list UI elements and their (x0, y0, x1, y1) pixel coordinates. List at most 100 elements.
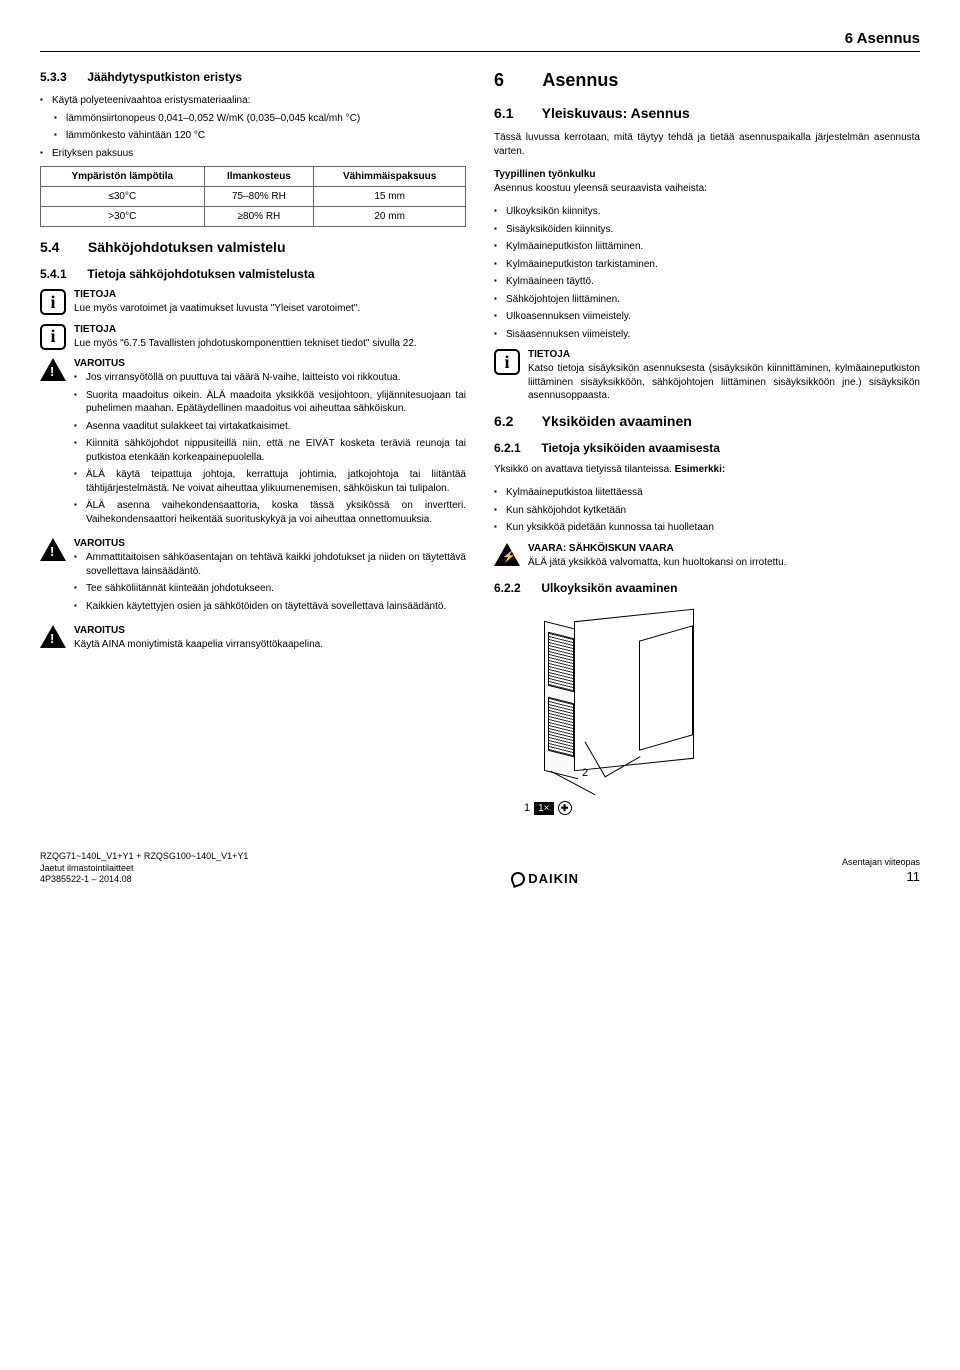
heading-text: Tietoja sähköjohdotuksen valmistelusta (87, 267, 314, 281)
list-item: ÄLÄ asenna vaihekondensaattoria, koska t… (74, 499, 466, 526)
heading-number: 5.4.1 (40, 267, 84, 281)
subheading-bold: Tyypillinen työnkulku (494, 168, 920, 182)
callout-title: TIETOJA (528, 349, 920, 360)
table-header: Ilmankosteus (204, 167, 314, 187)
list-item: Suorita maadoitus oikein. ÄLÄ maadoita y… (74, 389, 466, 416)
bullet-list-top: Käytä polyeteenivaahtoa eristysmateriaal… (40, 94, 466, 108)
heading-6: 6 Asennus (494, 70, 920, 91)
info-callout-1: i TIETOJA Lue myös varotoimet ja vaatimu… (40, 289, 466, 316)
heading-number: 6.1 (494, 105, 538, 121)
callout-title: VAROITUS (74, 625, 466, 636)
footer-model: RZQG71~140L_V1+Y1 + RZQSG100~140L_V1+Y1 (40, 851, 248, 863)
list-item: Sähköjohtojen liittäminen. (494, 293, 920, 307)
heading-6-1: 6.1 Yleiskuvaus: Asennus (494, 105, 920, 121)
service-panel (639, 625, 693, 750)
bullet-list-after: Erityksen paksuus (40, 147, 466, 161)
example-list: Kylmäaineputkistoa liitettäessä Kun sähk… (494, 486, 920, 535)
heading-5-3-3: 5.3.3 Jäähdytysputkiston eristys (40, 70, 466, 84)
footer-docnum: 4P385522-1 – 2014.08 (40, 874, 248, 886)
callout-text: Lue myös "6.7.5 Tavallisten johdotuskomp… (74, 337, 466, 351)
callout-text: Katso tietoja sisäyksikön asennuksesta (… (528, 362, 920, 403)
callout-text: ÄLÄ jätä yksikköä valvomatta, kun huolto… (528, 556, 920, 570)
list-item: Asenna vaaditut sulakkeet tai virtakatka… (74, 420, 466, 434)
count-box: 1× (534, 802, 553, 815)
list-item: lämmönkesto vähintään 120 °C (54, 129, 466, 143)
footer-product: Jaetut ilmastointilaitteet (40, 863, 248, 875)
callout-title: VAROITUS (74, 538, 466, 549)
logo-icon (509, 870, 527, 888)
right-column: 6 Asennus 6.1 Yleiskuvaus: Asennus Tässä… (494, 70, 920, 815)
lead-text: Yksikkö on avattava tietyissä tilanteiss… (494, 464, 675, 475)
danger-callout: VAARA: SÄHKÖISKUN VAARA ÄLÄ jätä yksikkö… (494, 543, 920, 570)
page-footer: RZQG71~140L_V1+Y1 + RZQSG100~140L_V1+Y1 … (40, 851, 920, 886)
list-item: ÄLÄ käytä teipattuja johtoja, kerrattuja… (74, 468, 466, 495)
heading-text: Tietoja yksiköiden avaamisesta (541, 441, 720, 455)
table-row: >30°C ≥80% RH 20 mm (41, 207, 466, 227)
heading-number: 6.2.2 (494, 581, 538, 595)
list-item: Kylmäaineputkiston liittäminen. (494, 240, 920, 254)
list-item: Sisäasennuksen viimeistely. (494, 328, 920, 342)
info-icon: i (40, 324, 66, 350)
list-item: Kun yksikköä pidetään kunnossa tai huoll… (494, 521, 920, 535)
callout-title: VAARA: SÄHKÖISKUN VAARA (528, 543, 920, 554)
callout-title: TIETOJA (74, 324, 466, 335)
warning-icon (40, 625, 66, 648)
outdoor-unit-figure: 2 1 1× ✚ (524, 605, 724, 815)
page-header-section: 6 Asennus (40, 30, 920, 47)
info-callout-2: i TIETOJA Lue myös "6.7.5 Tavallisten jo… (40, 324, 466, 351)
table-header: Ympäristön lämpötila (41, 167, 205, 187)
warning-callout-1: VAROITUS Jos virransyötöllä on puuttuva … (40, 358, 466, 530)
list-item: Sisäyksiköiden kiinnitys. (494, 223, 920, 237)
heading-6-2-2: 6.2.2 Ulkoyksikön avaaminen (494, 581, 920, 595)
table-cell: ≥80% RH (204, 207, 314, 227)
list-item: Kylmäaineputkistoa liitettäessä (494, 486, 920, 500)
heading-5-4-1: 5.4.1 Tietoja sähköjohdotuksen valmistel… (40, 267, 466, 281)
heading-text: Yksiköiden avaaminen (542, 413, 692, 429)
list-item: Jos virransyötöllä on puuttuva tai väärä… (74, 371, 466, 385)
callout-title: VAROITUS (74, 358, 466, 369)
two-column-layout: 5.3.3 Jäähdytysputkiston eristys Käytä p… (40, 70, 920, 815)
paragraph: Tässä luvussa kerrotaan, mitä täytyy teh… (494, 131, 920, 158)
info-icon: i (494, 349, 520, 375)
heading-text: Ulkoyksikön avaaminen (541, 581, 677, 595)
bullet-list-sub: lämmönsiirtonopeus 0,041–0,052 W/mK (0,0… (40, 112, 466, 143)
list-item: Kylmäaineputkiston tarkistaminen. (494, 258, 920, 272)
footer-doctype: Asentajan viiteopas (842, 857, 920, 869)
heading-number: 6.2.1 (494, 441, 538, 455)
figure-label-1-group: 1 1× ✚ (524, 801, 572, 815)
heading-5-4: 5.4 Sähköjohdotuksen valmistelu (40, 239, 466, 255)
steps-list: Ulkoyksikön kiinnitys. Sisäyksiköiden ki… (494, 205, 920, 341)
list-item: Käytä polyeteenivaahtoa eristysmateriaal… (40, 94, 466, 108)
warning-list: Jos virransyötöllä on puuttuva tai väärä… (74, 371, 466, 526)
list-item: Kun sähköjohdot kytketään (494, 504, 920, 518)
warning-icon (40, 358, 66, 381)
warning-list: Ammattitaitoisen sähköasentajan on tehtä… (74, 551, 466, 613)
shock-icon (494, 543, 520, 566)
table-cell: 20 mm (314, 207, 466, 227)
heading-number: 6.2 (494, 413, 538, 429)
list-item: lämmönsiirtonopeus 0,041–0,052 W/mK (0,0… (54, 112, 466, 126)
heading-6-2: 6.2 Yksiköiden avaaminen (494, 413, 920, 429)
list-item: Ulkoyksikön kiinnitys. (494, 205, 920, 219)
heading-number: 6 (494, 70, 538, 91)
unit-grill (548, 697, 574, 757)
heading-6-2-1: 6.2.1 Tietoja yksiköiden avaamisesta (494, 441, 920, 455)
page-number: 11 (842, 869, 920, 886)
info-callout-right: i TIETOJA Katso tietoja sisäyksikön asen… (494, 349, 920, 403)
heading-text: Asennus (542, 70, 618, 90)
footer-right: Asentajan viiteopas 11 (842, 857, 920, 886)
paragraph: Asennus koostuu yleensä seuraavista vaih… (494, 182, 920, 196)
callout-title: TIETOJA (74, 289, 466, 300)
callout-text: Käytä AINA moniytimistä kaapelia virrans… (74, 638, 466, 652)
paragraph-with-bold: Yksikkö on avattava tietyissä tilanteiss… (494, 463, 920, 477)
left-column: 5.3.3 Jäähdytysputkiston eristys Käytä p… (40, 70, 466, 815)
list-item: Tee sähköliitännät kiinteään johdotuksee… (74, 582, 466, 596)
list-item: Erityksen paksuus (40, 147, 466, 161)
list-item: Kiinnitä sähköjohdot nippusiteillä niin,… (74, 437, 466, 464)
table-row: ≤30°C 75–80% RH 15 mm (41, 187, 466, 207)
logo-text: DAIKIN (528, 871, 579, 886)
figure-label-2: 2 (582, 767, 588, 779)
footer-left: RZQG71~140L_V1+Y1 + RZQSG100~140L_V1+Y1 … (40, 851, 248, 886)
table-header: Vähimmäispaksuus (314, 167, 466, 187)
heading-text: Jäähdytysputkiston eristys (87, 70, 242, 84)
